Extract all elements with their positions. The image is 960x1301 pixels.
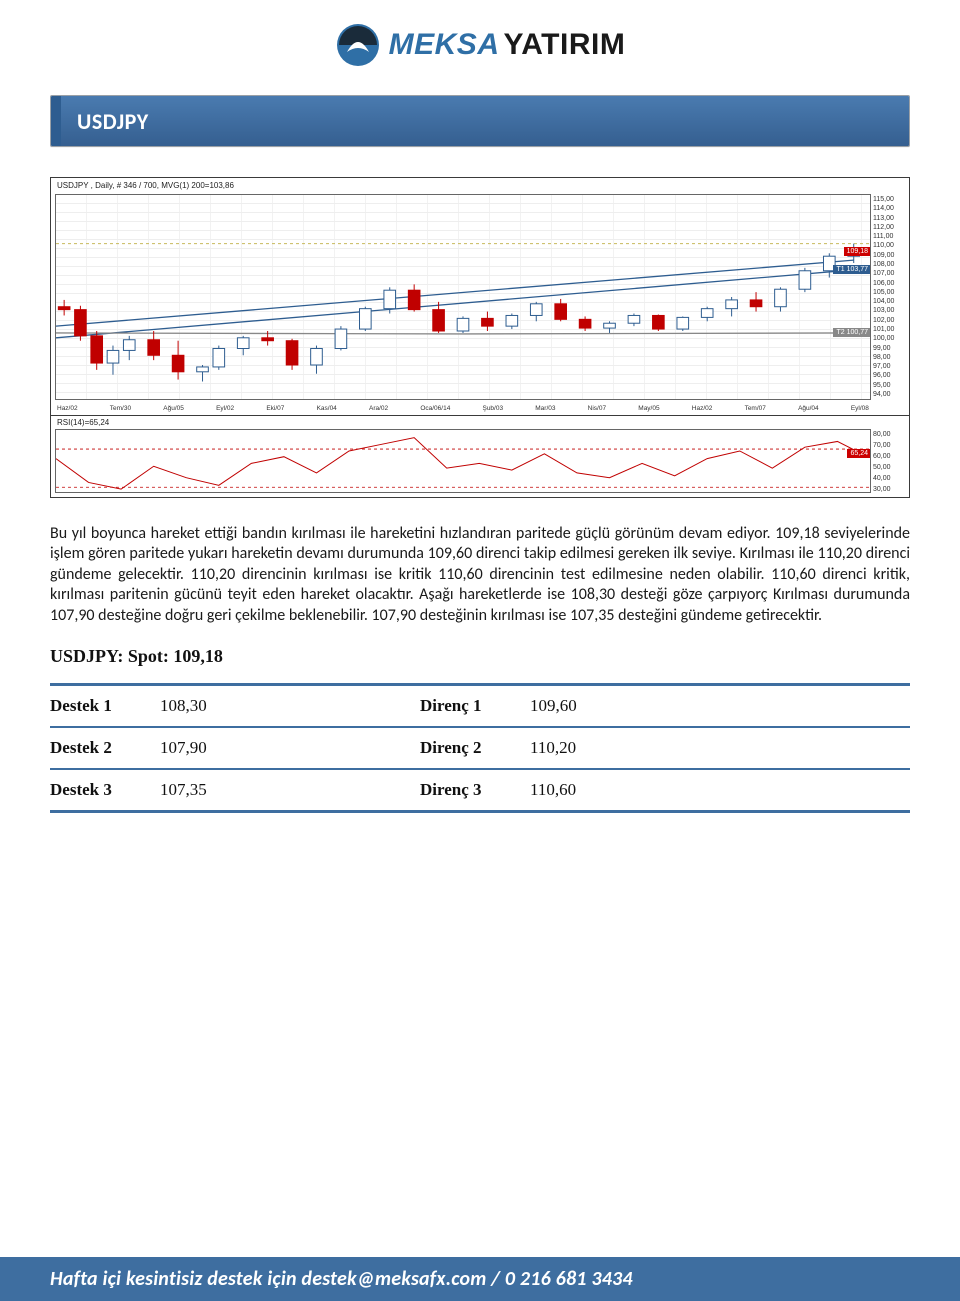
chart-xtick: Ağu/05 bbox=[163, 405, 184, 412]
chart-xtick: Tem/30 bbox=[110, 405, 131, 412]
support-value: 107,90 bbox=[160, 727, 420, 769]
chart-xtick: Ara/02 bbox=[369, 405, 388, 412]
chart-ytick: 112,00 bbox=[873, 224, 907, 231]
price-chart: USDJPY , Daily, # 346 / 700, MVG(1) 200=… bbox=[50, 177, 910, 498]
chart-ytick: 115,00 bbox=[873, 196, 907, 203]
chart-xtick: Oca/06/14 bbox=[420, 405, 450, 412]
chart-ytick: 100,00 bbox=[873, 335, 907, 342]
chart-xtick: Haz/02 bbox=[692, 405, 713, 412]
chart-ytick: 95,00 bbox=[873, 382, 907, 389]
chart-ytick: 99,00 bbox=[873, 345, 907, 352]
chart-ytick: 98,00 bbox=[873, 354, 907, 361]
title-body: USDJPY bbox=[61, 96, 909, 146]
chart-ytick: 96,00 bbox=[873, 372, 907, 379]
rsi-yaxis: 80,00 70,00 60,00 50,00 40,00 30,00 bbox=[871, 427, 909, 497]
chart-ytick: 114,00 bbox=[873, 205, 907, 212]
ma-badge: T2 100,77 bbox=[833, 328, 871, 337]
chart-xtick: Haz/02 bbox=[57, 405, 78, 412]
chart-header: USDJPY , Daily, # 346 / 700, MVG(1) 200=… bbox=[51, 178, 909, 192]
chart-ytick: 111,00 bbox=[873, 233, 907, 240]
resist-value: 109,60 bbox=[530, 685, 910, 728]
spot-line: USDJPY: Spot: 109,18 bbox=[50, 646, 910, 667]
resist-value: 110,60 bbox=[530, 769, 910, 812]
ma-badge: T1 103,77 bbox=[833, 265, 871, 274]
resist-label: Direnç 2 bbox=[420, 727, 530, 769]
levels-table: Destek 1108,30Direnç 1109,60Destek 2107,… bbox=[50, 683, 910, 813]
logo-text: MEKSAYATIRIM bbox=[389, 28, 626, 62]
rsi-ytick: 50,00 bbox=[873, 464, 907, 471]
support-value: 107,35 bbox=[160, 769, 420, 812]
chart-ytick: 103,00 bbox=[873, 307, 907, 314]
chart-xtick: Kas/04 bbox=[317, 405, 337, 412]
chart-ytick: 109,00 bbox=[873, 252, 907, 259]
chart-xtick: Mar/03 bbox=[535, 405, 555, 412]
chart-xtick: Eki/07 bbox=[266, 405, 284, 412]
footer-band: Hafta içi kesintisiz destek için destek@… bbox=[0, 1257, 960, 1301]
footer-text: Hafta içi kesintisiz destek için destek@… bbox=[50, 1267, 633, 1291]
rsi-area: 65,24 80,00 70,00 60,00 50,00 40,00 30,00 bbox=[51, 427, 909, 497]
support-label: Destek 2 bbox=[50, 727, 160, 769]
chart-ytick: 108,00 bbox=[873, 261, 907, 268]
rsi-ytick: 40,00 bbox=[873, 475, 907, 482]
chart-ytick: 94,00 bbox=[873, 391, 907, 398]
chart-plot: 109,18 T1 103,77 T2 100,77 bbox=[55, 194, 871, 400]
title-ribbon: USDJPY bbox=[50, 95, 910, 147]
chart-xtick: Şub/03 bbox=[482, 405, 503, 412]
rsi-ytick: 30,00 bbox=[873, 486, 907, 493]
levels-row: Destek 1108,30Direnç 1109,60 bbox=[50, 685, 910, 728]
chart-xtick: Nis/07 bbox=[588, 405, 606, 412]
chart-ytick: 104,00 bbox=[873, 298, 907, 305]
rsi-ytick: 60,00 bbox=[873, 453, 907, 460]
chart-ytick: 106,00 bbox=[873, 280, 907, 287]
chart-xtick: Eyl/02 bbox=[216, 405, 234, 412]
chart-xtick: May/05 bbox=[638, 405, 659, 412]
resist-label: Direnç 1 bbox=[420, 685, 530, 728]
rsi-ytick: 70,00 bbox=[873, 442, 907, 449]
chart-area: 109,18 T1 103,77 T2 100,77 115,00 114,00 113… bbox=[51, 192, 909, 402]
levels-row: Destek 3107,35Direnç 3110,60 bbox=[50, 769, 910, 812]
analysis-paragraph: Bu yıl boyunca hareket ettiği bandın kır… bbox=[50, 524, 910, 626]
chart-yaxis: 115,00 114,00 113,00 112,00 111,00 110,00 109,… bbox=[871, 192, 909, 402]
logo-mark-icon bbox=[335, 22, 381, 68]
chart-xaxis: Haz/02 Tem/30 Ağu/05 Eyl/02 Eki/07 Kas/04 Ara/… bbox=[51, 402, 909, 415]
rsi-plot: 65,24 bbox=[55, 429, 871, 493]
chart-ytick: 107,00 bbox=[873, 270, 907, 277]
rsi-svg bbox=[56, 430, 870, 492]
chart-xtick: Ağu/04 bbox=[798, 405, 819, 412]
levels-row: Destek 2107,90Direnç 2110,20 bbox=[50, 727, 910, 769]
chart-ytick: 105,00 bbox=[873, 289, 907, 296]
chart-ytick: 102,00 bbox=[873, 317, 907, 324]
spot-value: 109,18 bbox=[173, 646, 223, 666]
resist-label: Direnç 3 bbox=[420, 769, 530, 812]
rsi-ytick: 80,00 bbox=[873, 431, 907, 438]
price-badge: 109,18 bbox=[844, 247, 871, 256]
support-label: Destek 1 bbox=[50, 685, 160, 728]
rsi-value-badge: 65,24 bbox=[847, 449, 871, 458]
support-label: Destek 3 bbox=[50, 769, 160, 812]
page-title: USDJPY bbox=[77, 108, 149, 135]
rsi-label: RSI(14)=65,24 bbox=[51, 416, 909, 427]
spot-label: USDJPY: Spot: bbox=[50, 646, 169, 666]
rsi-section: RSI(14)=65,24 65,24 80,00 70,00 60,00 50,00… bbox=[51, 415, 909, 497]
chart-ytick: 113,00 bbox=[873, 215, 907, 222]
logo-brand1: MEKSA bbox=[389, 28, 500, 61]
chart-ytick: 101,00 bbox=[873, 326, 907, 333]
logo: MEKSAYATIRIM bbox=[335, 22, 626, 68]
chart-svg bbox=[56, 195, 870, 399]
logo-row: MEKSAYATIRIM bbox=[50, 18, 910, 85]
chart-ytick: 110,00 bbox=[873, 242, 907, 249]
resist-value: 110,20 bbox=[530, 727, 910, 769]
title-accent bbox=[51, 96, 61, 146]
logo-brand2: YATIRIM bbox=[503, 28, 625, 61]
chart-ytick: 97,00 bbox=[873, 363, 907, 370]
support-value: 108,30 bbox=[160, 685, 420, 728]
chart-xtick: Tem/07 bbox=[745, 405, 766, 412]
chart-xtick: Eyl/08 bbox=[851, 405, 869, 412]
